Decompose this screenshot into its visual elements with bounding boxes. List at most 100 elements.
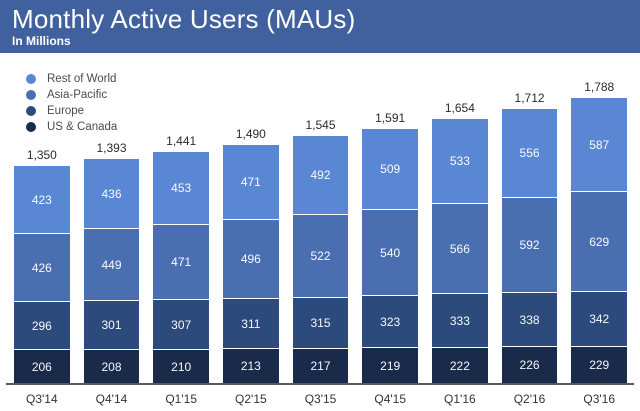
legend-dot-icon <box>26 90 36 100</box>
bar-segment-value: 509 <box>380 162 401 176</box>
bar-segment-value: 342 <box>589 312 610 326</box>
bar-segment-value: 333 <box>449 313 470 328</box>
x-axis-label: Q4'14 <box>95 392 128 406</box>
legend-item: Rest of World <box>26 71 117 87</box>
bar-segment: 496 <box>223 220 279 298</box>
legend-label: Asia-Pacific <box>47 89 108 101</box>
bar-segment-value: 449 <box>101 257 122 272</box>
bar-segment: 449 <box>83 229 140 300</box>
bar-segment: 533 <box>432 119 488 203</box>
bar-segment-value: 301 <box>101 318 122 332</box>
legend-dot-icon <box>26 74 36 84</box>
chart-subtitle: In Millions <box>12 34 71 48</box>
bar-stack: 423 426 296 206 <box>14 166 70 383</box>
bar-segment-value: 453 <box>171 181 192 195</box>
x-axis-label: Q3'15 <box>304 392 337 406</box>
bar-stack: 492 522 315 217 <box>292 136 349 383</box>
legend-dot-icon <box>26 106 36 116</box>
legend-item: Asia-Pacific <box>26 87 117 103</box>
bar-column: 1,350 423 426 296 206 <box>14 148 70 383</box>
bar-segment-value: 206 <box>31 359 52 374</box>
bar-segment-value: 210 <box>171 359 192 374</box>
bar-segment-value: 496 <box>240 252 261 266</box>
bar-segment: 338 <box>501 293 558 346</box>
bar-segment-value: 229 <box>589 358 610 372</box>
bar-stack: 556 592 338 226 <box>501 109 558 383</box>
bar-stack: 533 566 333 222 <box>432 119 488 383</box>
legend-item: Europe <box>26 103 117 119</box>
bar-segment: 426 <box>14 234 70 301</box>
bar-segment-value: 492 <box>310 168 331 182</box>
bar-segment: 226 <box>501 347 558 383</box>
bar-segment-value: 592 <box>519 238 540 252</box>
bar-segment: 301 <box>83 301 140 349</box>
bar-column: 1,712 556 592 338 226 <box>501 91 558 383</box>
bar-segment: 566 <box>432 204 488 293</box>
bar-segment: 587 <box>571 98 628 191</box>
bar-segment-value: 471 <box>171 255 192 269</box>
bar-segment: 592 <box>501 198 558 292</box>
bar-column: 1,545 492 522 315 217 <box>292 118 349 383</box>
bar-segment-value: 222 <box>449 358 470 373</box>
bar-segment-value: 296 <box>31 318 52 333</box>
bar-segment: 219 <box>362 348 419 383</box>
bar-segment-value: 540 <box>380 245 401 260</box>
bar-segment: 229 <box>571 347 628 383</box>
bar-segment-value: 226 <box>519 358 540 372</box>
x-axis-label: Q1'16 <box>444 392 476 406</box>
bar-segment-value: 307 <box>171 317 192 332</box>
bar-segment-value: 323 <box>380 314 401 329</box>
x-axis-line <box>6 383 634 385</box>
bar-segment-value: 556 <box>519 146 540 160</box>
bar-total-label: 1,591 <box>375 111 406 125</box>
bar-segment-value: 426 <box>31 260 52 275</box>
bar-segment-value: 338 <box>519 312 540 327</box>
bar-segment: 217 <box>292 349 349 383</box>
bar-segment: 307 <box>153 300 210 349</box>
bar-column: 1,441 453 471 307 210 <box>153 134 210 383</box>
bar-total-label: 1,393 <box>96 141 127 155</box>
bar-segment: 436 <box>83 159 140 228</box>
legend-label: US & Canada <box>47 121 118 133</box>
bar-segment-value: 315 <box>310 316 331 330</box>
bar-segment: 333 <box>432 294 488 347</box>
bar-segment: 556 <box>501 109 558 197</box>
legend-label: Rest of World <box>47 73 117 85</box>
bar-total-label: 1,441 <box>166 134 197 148</box>
bar-total-label: 1,788 <box>584 80 615 94</box>
bar-segment: 210 <box>153 350 210 383</box>
bar-segment-value: 471 <box>240 175 261 189</box>
bar-segment: 206 <box>14 350 70 383</box>
bar-segment: 208 <box>83 350 140 383</box>
bar-segment-value: 566 <box>449 241 470 256</box>
bar-stack: 509 540 323 219 <box>362 129 419 383</box>
legend: Rest of World Asia-Pacific Europe US & Cana… <box>26 71 117 135</box>
bar-segment: 342 <box>571 292 628 346</box>
bar-segment-value: 587 <box>589 137 610 152</box>
bar-stack: 587 629 342 229 <box>571 98 628 383</box>
bar-segment-value: 522 <box>310 249 331 263</box>
bar-segment: 471 <box>153 225 210 299</box>
chart-title: Monthly Active Users (MAUs) <box>12 4 356 34</box>
chart-header: Monthly Active Users (MAUs) In Millions <box>0 0 640 53</box>
bar-segment: 296 <box>14 302 70 349</box>
bar-total-label: 1,545 <box>305 118 336 132</box>
chart-plot-area: Rest of World Asia-Pacific Europe US & Cana… <box>0 53 640 411</box>
bar-column: 1,393 436 449 301 208 <box>83 141 140 383</box>
bar-total-label: 1,654 <box>444 101 475 115</box>
bar-segment: 213 <box>223 349 279 383</box>
bar-segment: 540 <box>362 210 419 295</box>
bar-segment: 522 <box>292 215 349 297</box>
x-axis-label: Q4'15 <box>374 392 407 406</box>
bar-segment: 323 <box>362 296 419 347</box>
bar-segment: 629 <box>571 192 628 291</box>
bar-segment-value: 533 <box>449 154 470 168</box>
bar-total-label: 1,350 <box>26 148 57 162</box>
x-axis-label: Q1'15 <box>165 392 197 406</box>
legend-item: US & Canada <box>26 119 117 135</box>
x-axis-label: Q2'16 <box>513 392 546 406</box>
bar-segment: 471 <box>223 145 279 219</box>
bar-column: 1,654 533 566 333 222 <box>432 101 488 383</box>
bar-column: 1,490 471 496 311 213 <box>223 127 279 383</box>
